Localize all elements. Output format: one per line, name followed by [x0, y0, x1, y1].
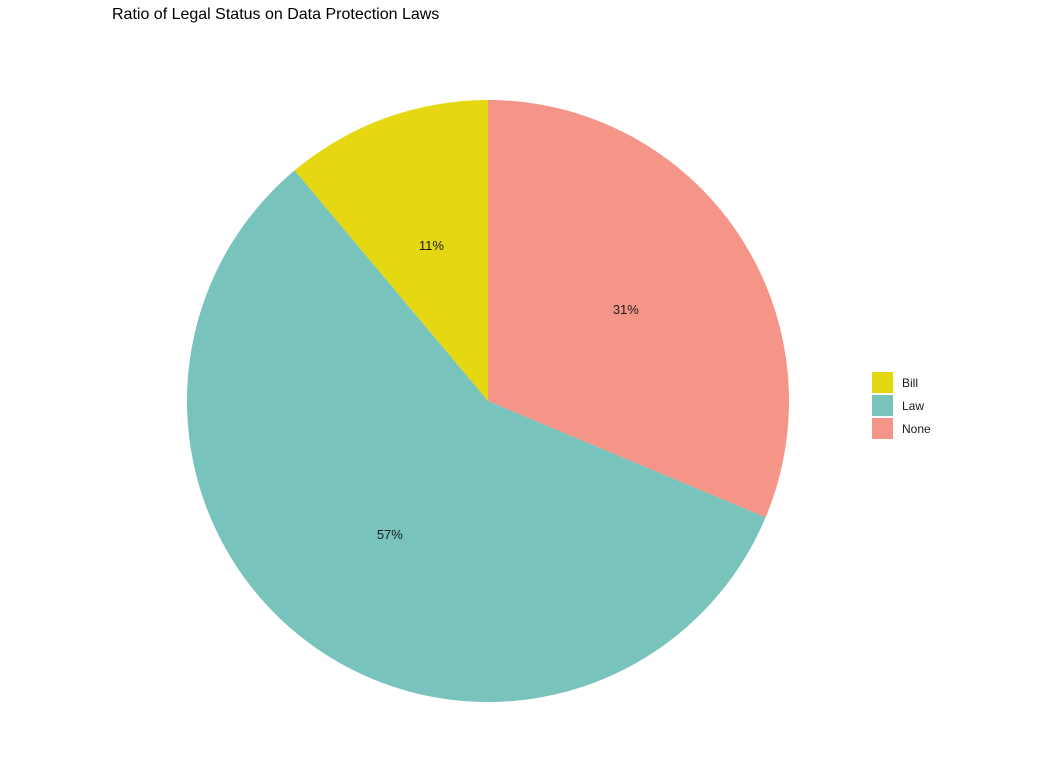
pie-slice-labels: 11% 57% 31%	[377, 238, 639, 542]
legend-label: Bill	[902, 375, 919, 390]
legend-swatch	[872, 372, 893, 393]
legend: Bill Law None	[872, 371, 931, 440]
slice-label-none: 31%	[613, 302, 639, 317]
pie-slices	[187, 100, 789, 702]
slice-label-bill: 11%	[419, 238, 444, 253]
legend-swatch	[872, 395, 893, 416]
legend-item-bill: Bill	[872, 371, 931, 394]
slice-label-law: 57%	[377, 527, 403, 542]
legend-item-law: Law	[872, 394, 931, 417]
legend-label: None	[902, 421, 931, 436]
pie-slice-none	[488, 100, 789, 518]
legend-swatch	[872, 418, 893, 439]
pie-slice-bill	[294, 100, 488, 401]
chart-title: Ratio of Legal Status on Data Protection…	[112, 6, 440, 23]
legend-label: Law	[902, 398, 925, 413]
pie-slice-law	[187, 170, 766, 702]
legend-item-none: None	[872, 417, 931, 440]
